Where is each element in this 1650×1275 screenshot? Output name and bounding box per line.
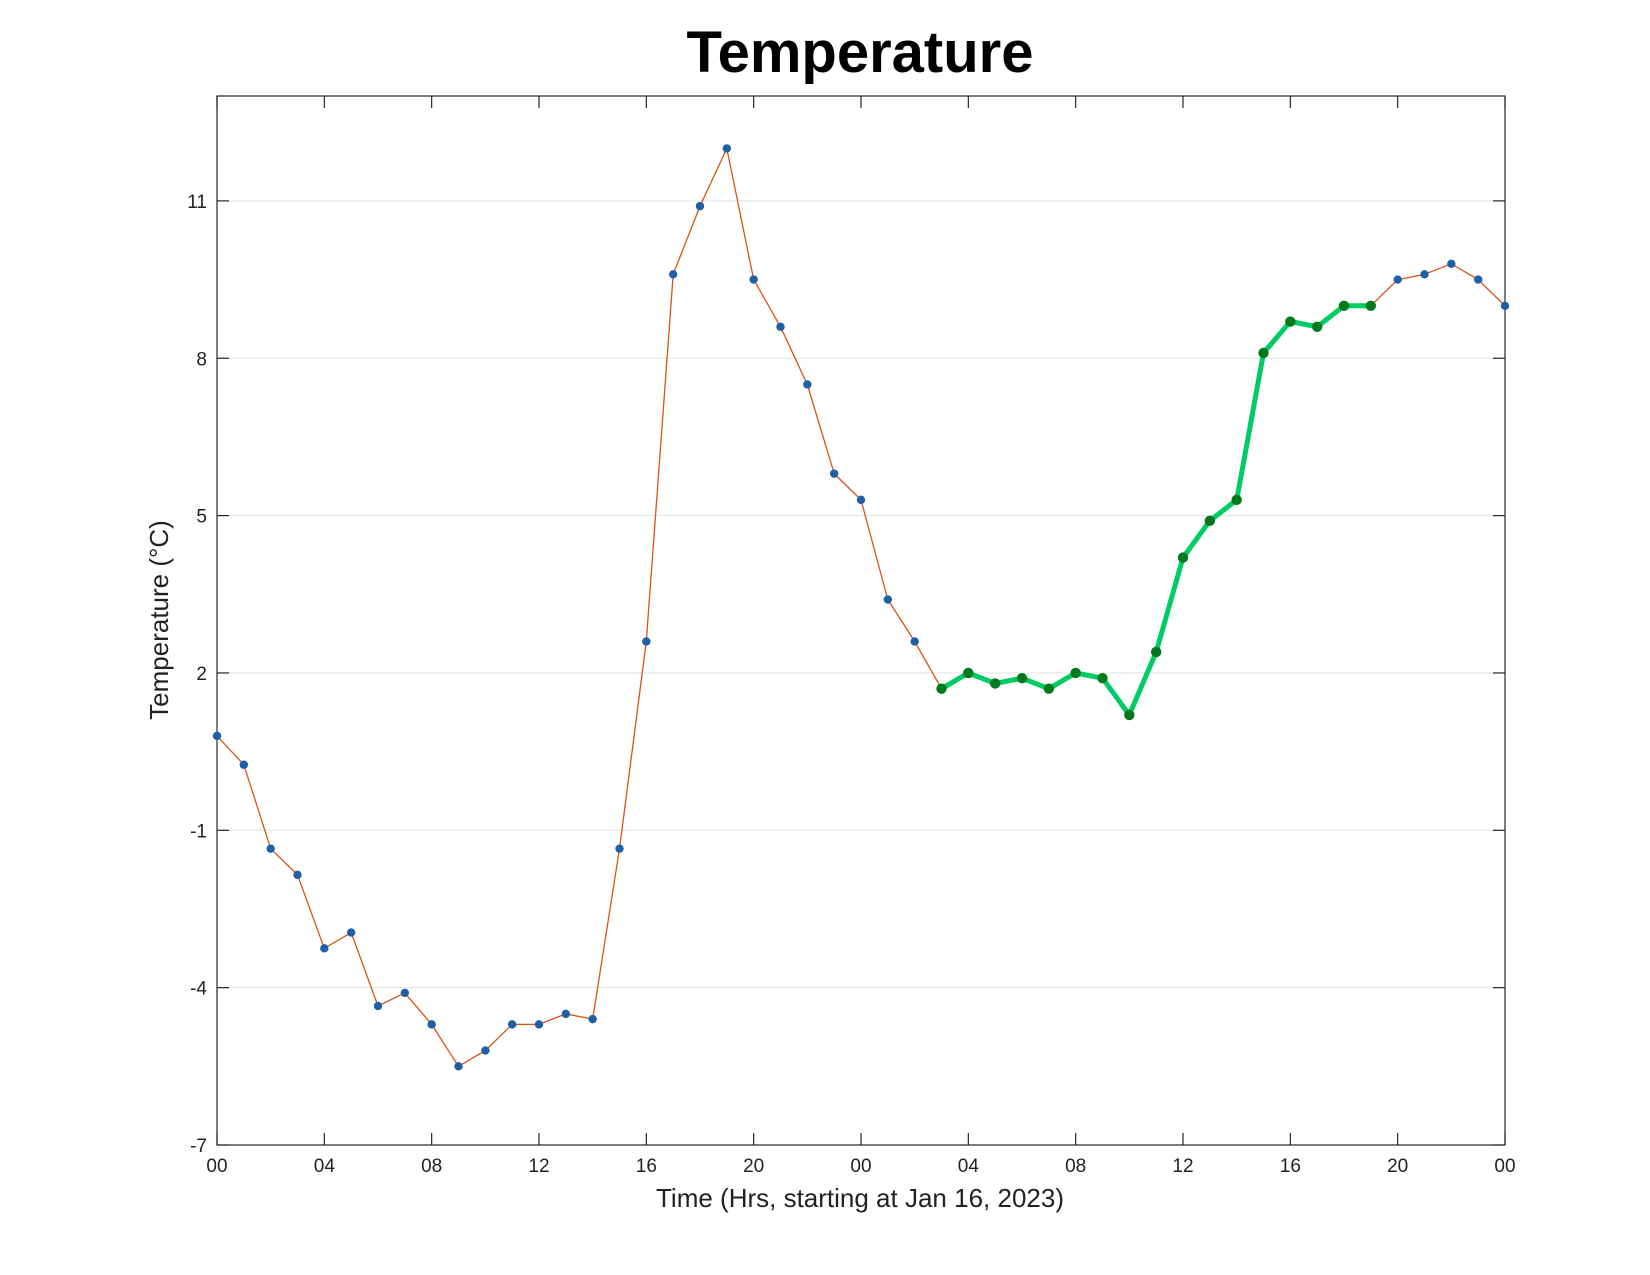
series-1-point [320, 944, 329, 953]
series-2-point [1177, 552, 1189, 563]
series-2-point [1231, 494, 1242, 506]
y-tick-label: 8 [196, 349, 207, 370]
series-1-point [1393, 275, 1402, 284]
series-2-point [1097, 672, 1108, 684]
series-1-point [239, 760, 249, 769]
y-tick-label: -4 [190, 979, 207, 1000]
series-1-point [561, 1009, 571, 1019]
series-1-point [749, 275, 758, 284]
x-tick-label: 04 [314, 1156, 336, 1177]
series-1-point [373, 1001, 383, 1011]
x-tick-label: 08 [1065, 1156, 1086, 1177]
series-1-point [1447, 259, 1456, 269]
series-1-point [400, 988, 410, 998]
series-lines [216, 147, 1506, 1067]
series-2-point [1043, 683, 1055, 694]
axis-ticks [216, 96, 1506, 1146]
series-1-point [266, 844, 275, 853]
series-1-point [803, 380, 812, 389]
series-2-point [1150, 646, 1162, 658]
series-1-point [507, 1020, 517, 1029]
x-tick-label: 00 [850, 1156, 871, 1177]
y-tick-label: -1 [190, 821, 207, 842]
series-1-point [534, 1020, 544, 1029]
series-1-point [588, 1014, 597, 1024]
x-tick-label: 00 [1494, 1156, 1515, 1177]
series-1-point [293, 870, 302, 880]
y-tick-label: -7 [190, 1136, 207, 1157]
x-tick-label: 04 [958, 1156, 980, 1177]
series-1-point [776, 322, 785, 331]
series-2-point [1285, 316, 1296, 327]
series-1-point [642, 637, 651, 646]
x-tick-label: 16 [636, 1156, 657, 1177]
y-gridlines [217, 200, 1505, 1146]
x-tick-label: 20 [1387, 1156, 1408, 1177]
series-1-point [1473, 275, 1483, 284]
series-1-point [1500, 301, 1510, 310]
series-1-line [216, 147, 1506, 1067]
x-tick-label: 08 [421, 1156, 442, 1177]
y-axis-label: Temperature (°C) [144, 520, 174, 720]
x-tick-label: 00 [206, 1156, 227, 1177]
series-1-point [427, 1020, 436, 1029]
series-2-point [1070, 667, 1081, 679]
series-1-point [829, 469, 839, 478]
x-tick-labels: 00 04 08 12 16 20 00 04 08 12 16 20 00 [206, 1156, 1515, 1177]
series-2-point [936, 683, 947, 694]
y-tick-label: 11 [187, 192, 207, 213]
x-tick-label: 12 [1172, 1156, 1193, 1177]
y-tick-label: 5 [196, 507, 207, 528]
series-1-point [722, 144, 732, 153]
series-1-point [481, 1046, 490, 1055]
series-1-point [910, 637, 919, 646]
series-2-point [989, 678, 1001, 689]
series-2-point [1124, 709, 1135, 721]
x-axis-label: Time (Hrs, starting at Jan 16, 2023) [656, 1183, 1064, 1213]
series-2-point [1204, 515, 1216, 527]
series-1-point [856, 495, 866, 505]
series-2-point [1365, 300, 1377, 311]
series-1-point [668, 270, 678, 279]
series-2-point [1016, 672, 1028, 684]
x-tick-label: 16 [1280, 1156, 1301, 1177]
series-2-point [1258, 347, 1269, 359]
series-1-point [695, 201, 705, 211]
y-tick-labels: -7 -4 -1 2 5 8 11 [187, 192, 207, 1157]
x-tick-label: 20 [743, 1156, 764, 1177]
series-markers [212, 144, 1510, 1071]
y-tick-label: 2 [196, 664, 207, 685]
series-2-point [1311, 321, 1323, 332]
series-1-point [1420, 270, 1429, 279]
chart-title: Temperature [686, 20, 1033, 85]
series-1-point [212, 731, 222, 741]
series-1-point [454, 1062, 463, 1071]
series-2-point [963, 667, 974, 679]
series-2-point [1338, 300, 1350, 311]
series-1-point [883, 595, 893, 604]
series-1-point [346, 928, 356, 937]
series-1-point [615, 844, 624, 853]
x-tick-label: 12 [528, 1156, 549, 1177]
